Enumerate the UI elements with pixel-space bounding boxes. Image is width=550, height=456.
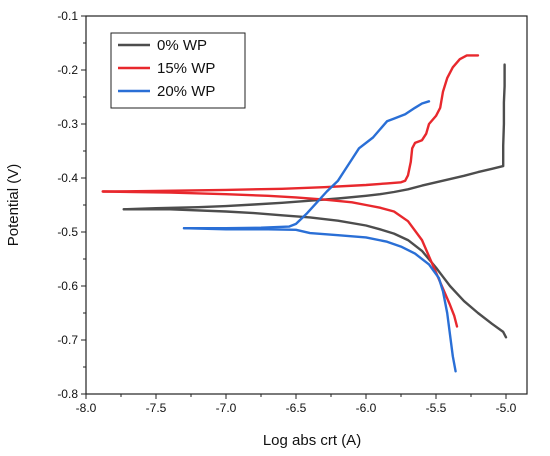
- y-tick-label: -0.2: [57, 63, 78, 77]
- legend-items: 0% WP 15% WP 20% WP: [118, 37, 215, 100]
- series-0-anodic-line: [122, 63, 506, 211]
- legend: 0% WP 15% WP 20% WP: [110, 32, 246, 109]
- y-tick-label: -0.5: [57, 225, 78, 239]
- x-tick-label: -6.5: [286, 401, 307, 415]
- x-tick-label: -6.0: [356, 401, 377, 415]
- series-0-cathodic-line: [122, 208, 508, 339]
- series-1-anodic-line: [101, 54, 480, 193]
- legend-label-1: 15% WP: [157, 60, 215, 77]
- y-tick-label: -0.4: [57, 171, 78, 185]
- legend-label-0: 0% WP: [157, 37, 207, 54]
- y-tick-label: -0.7: [57, 333, 78, 347]
- x-tick-label: -7.5: [146, 401, 167, 415]
- series-2-cathodic-line: [182, 227, 457, 373]
- y-axis: -0.1 -0.2 -0.3 -0.4 -0.5 -0.6 -0.7 -0.8: [57, 9, 86, 401]
- series-layer: [101, 54, 508, 373]
- x-axis: -8.0 -7.5 -7.0 -6.5 -6.0 -5.5 -5.0: [76, 394, 517, 415]
- y-tick-label: -0.6: [57, 279, 78, 293]
- legend-label-2: 20% WP: [157, 83, 215, 100]
- y-tick-label: -0.3: [57, 117, 78, 131]
- y-tick-label: -0.1: [57, 9, 78, 23]
- y-tick-label: -0.8: [57, 387, 78, 401]
- x-tick-label: -7.0: [216, 401, 237, 415]
- series-2-anodic-line: [182, 100, 431, 230]
- x-tick-label: -5.5: [426, 401, 447, 415]
- x-axis-title: Log abs crt (A): [263, 432, 361, 449]
- x-tick-label: -8.0: [76, 401, 97, 415]
- y-axis-title: Potential (V): [5, 164, 22, 247]
- x-tick-label: -5.0: [496, 401, 517, 415]
- series-1-cathodic-line: [101, 190, 459, 328]
